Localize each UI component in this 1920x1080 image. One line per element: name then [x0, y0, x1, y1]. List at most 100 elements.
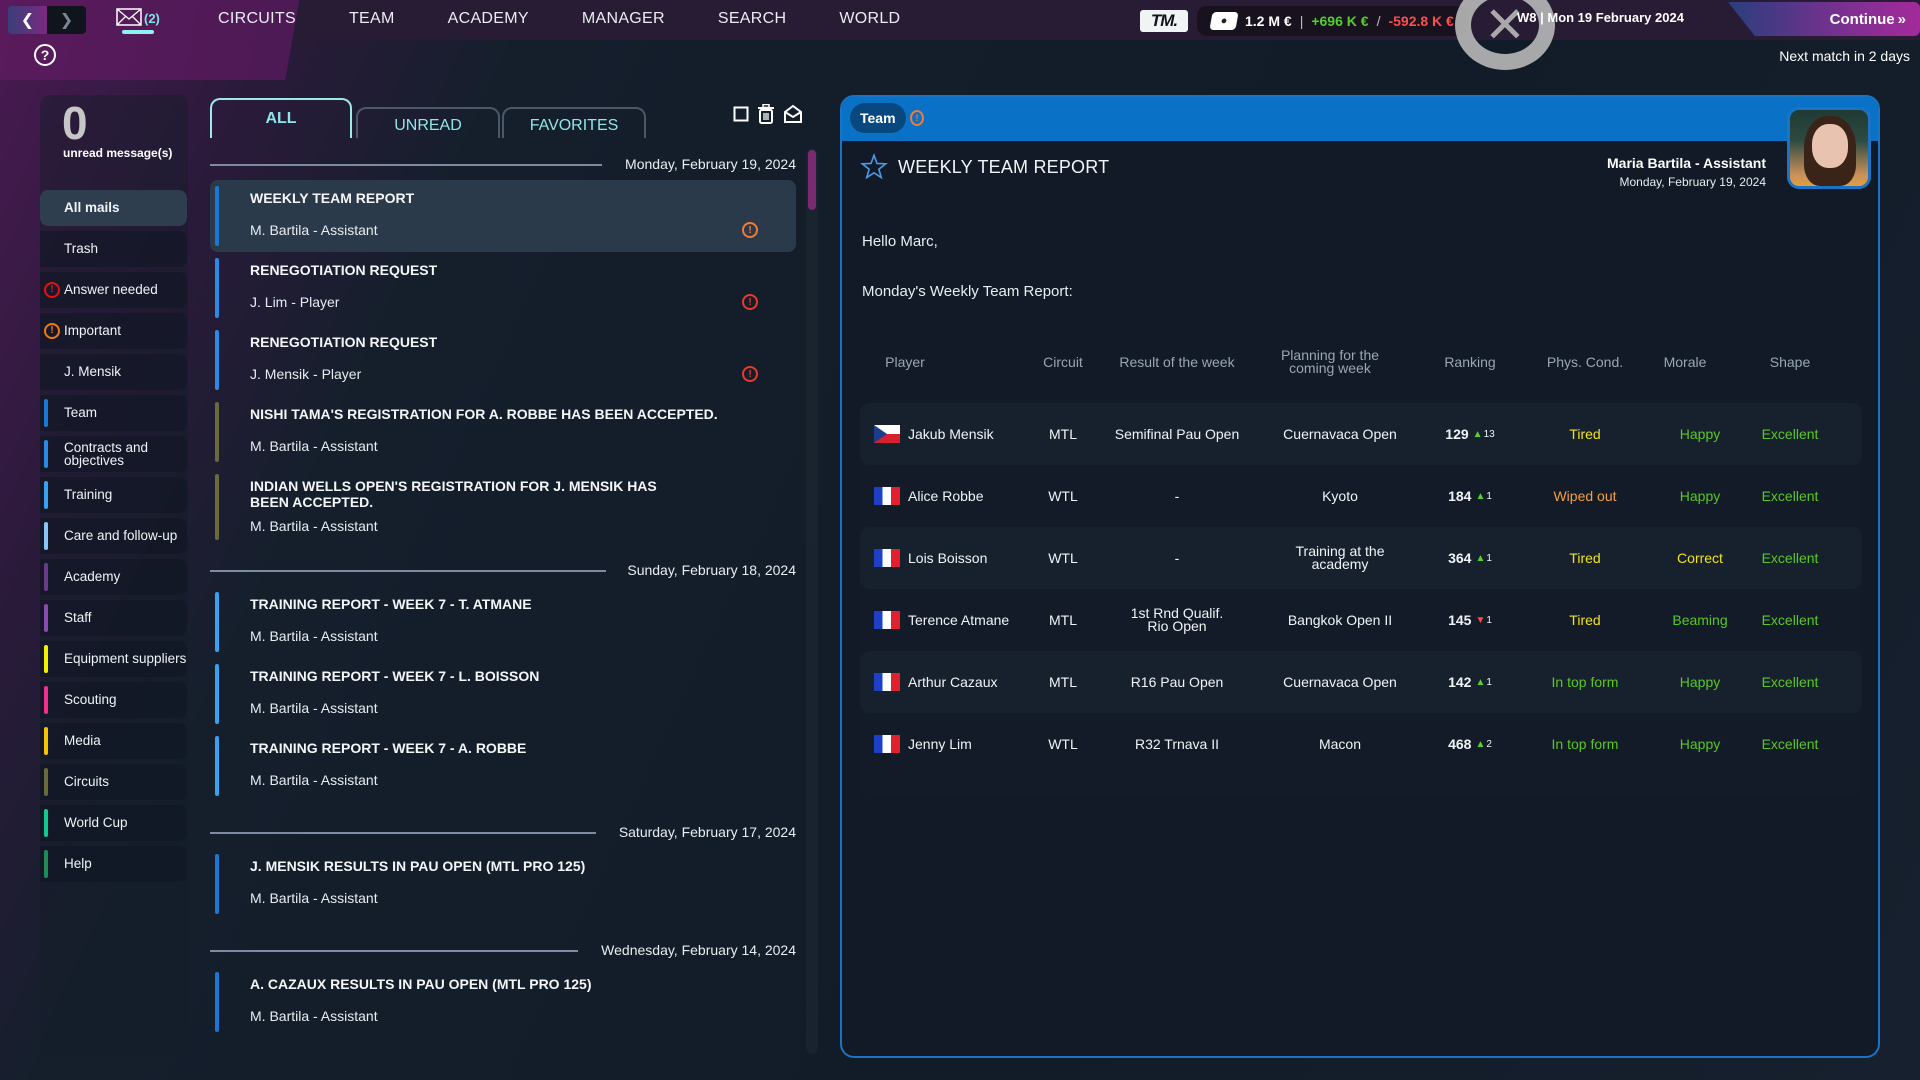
- mail-item[interactable]: TRAINING REPORT - WEEK 7 - T. ATMANE M. …: [210, 586, 820, 658]
- forward-button[interactable]: ❯: [47, 6, 86, 34]
- mail-indicator[interactable]: (2): [116, 8, 160, 26]
- mark-read-button[interactable]: [783, 104, 803, 124]
- ranking: 468: [1448, 735, 1472, 752]
- phys-cond: Tired: [1569, 549, 1601, 566]
- folder-media[interactable]: Media: [40, 723, 187, 759]
- table-body: Jakub Mensik MTL Semifinal Pau Open Cuer…: [860, 403, 1862, 795]
- table-row[interactable]: Arthur Cazaux MTL R16 Pau Open Cuernavac…: [860, 651, 1862, 713]
- favorite-star-icon[interactable]: [860, 153, 888, 181]
- folder-circuits[interactable]: Circuits: [40, 764, 187, 800]
- folder-trash[interactable]: Trash: [40, 231, 187, 267]
- folder-care[interactable]: Care and follow-up: [40, 518, 187, 554]
- mail-item[interactable]: J. MENSIK RESULTS IN PAU OPEN (MTL PRO 1…: [210, 848, 820, 920]
- mail-list-scrollbar-track[interactable]: [806, 148, 818, 1054]
- separator: |: [1299, 13, 1304, 29]
- circuit: MTL: [1049, 673, 1077, 690]
- folder-scouting[interactable]: Scouting: [40, 682, 187, 718]
- answer-needed-icon: !: [742, 366, 758, 382]
- nav-search[interactable]: SEARCH: [717, 10, 787, 27]
- history-nav: ❮ ❯: [8, 6, 86, 34]
- mail-item[interactable]: TRAINING REPORT - WEEK 7 - L. BOISSON M.…: [210, 658, 820, 730]
- folder-important[interactable]: ! Important: [40, 313, 187, 349]
- table-row[interactable]: Terence Atmane MTL 1st Rnd Qualif. Rio O…: [860, 589, 1862, 651]
- result: Semifinal Pau Open: [1114, 425, 1240, 442]
- col-ranking: Ranking: [1444, 353, 1496, 370]
- rank-up-icon: ▲: [1475, 738, 1486, 750]
- folder-help[interactable]: Help: [40, 846, 187, 882]
- alert-icon: !: [44, 282, 60, 298]
- col-player: Player: [885, 353, 925, 370]
- cash-icon: ●: [1209, 12, 1239, 30]
- folder-team[interactable]: Team: [40, 395, 187, 431]
- table-row[interactable]: Jenny Lim WTL R32 Trnava II Macon 468 ▲ 2 …: [860, 713, 1862, 775]
- table-row[interactable]: Lois Boisson WTL - Training at the acade…: [860, 527, 1862, 589]
- folder-label: Answer needed: [64, 282, 158, 298]
- phys-cond: Tired: [1569, 425, 1601, 442]
- shape: Excellent: [1761, 673, 1819, 690]
- nav-team[interactable]: TEAM: [348, 10, 395, 27]
- category-color: [215, 258, 219, 318]
- mail-item[interactable]: INDIAN WELLS OPEN'S REGISTRATION FOR J. …: [210, 468, 820, 546]
- category-color: [215, 736, 219, 796]
- folder-j-mensik[interactable]: J. Mensik: [40, 354, 187, 390]
- morale: Correct: [1677, 549, 1723, 566]
- important-icon: !: [910, 110, 924, 126]
- folder-academy[interactable]: Academy: [40, 559, 187, 595]
- nav-manager[interactable]: MANAGER: [581, 10, 665, 27]
- income: +696 K €: [1311, 13, 1369, 29]
- folder-contracts[interactable]: Contracts and objectives: [40, 436, 187, 472]
- folder-answer-needed[interactable]: ! Answer needed: [40, 272, 187, 308]
- folder-training[interactable]: Training: [40, 477, 187, 513]
- morale: Happy: [1679, 735, 1721, 752]
- player-name: Jakub Mensik: [908, 425, 994, 442]
- tab-all[interactable]: ALL: [210, 98, 352, 138]
- ranking: 184: [1448, 487, 1472, 504]
- folder-label: Help: [64, 856, 92, 872]
- continue-button[interactable]: Continue »: [1728, 2, 1920, 36]
- folder-equipment[interactable]: Equipment suppliers: [40, 641, 187, 677]
- mail-list-scrollbar-thumb[interactable]: [808, 150, 816, 210]
- folder-world-cup[interactable]: World Cup: [40, 805, 187, 841]
- mail-item[interactable]: NISHI TAMA'S REGISTRATION FOR A. ROBBE H…: [210, 396, 820, 468]
- nav-academy[interactable]: ACADEMY: [447, 10, 529, 27]
- rank-up-icon: ▲: [1475, 676, 1486, 688]
- folder-label: Scouting: [64, 692, 117, 708]
- category-color: [44, 563, 48, 591]
- folder-all-mails[interactable]: All mails: [40, 190, 187, 226]
- mail-item[interactable]: WEEKLY TEAM REPORT M. Bartila - Assistan…: [210, 180, 796, 252]
- back-button[interactable]: ❮: [8, 6, 47, 34]
- folder-label: Training: [64, 487, 113, 503]
- mail-item[interactable]: TRAINING REPORT - WEEK 7 - A. ROBBE M. B…: [210, 730, 820, 802]
- delete-button[interactable]: [757, 104, 775, 124]
- category-color: [44, 604, 48, 632]
- finance-summary[interactable]: ● 1.2 M € | +696 K € / -592.8 K €: [1197, 6, 1468, 36]
- folder-list: All mails Trash ! Answer needed ! Importan…: [40, 190, 187, 887]
- folder-staff[interactable]: Staff: [40, 600, 187, 636]
- category-color: [44, 481, 48, 509]
- help-icon[interactable]: ?: [34, 44, 56, 66]
- mail-item[interactable]: RENEGOTIATION REQUEST J. Mensik - Player…: [210, 324, 820, 396]
- tab-favorites[interactable]: FAVORITES: [502, 107, 646, 138]
- folder-label: Contracts and objectives: [64, 439, 149, 468]
- double-chevron-right-icon: »: [1897, 10, 1906, 28]
- folder-label: Trash: [64, 241, 99, 257]
- circuit: WTL: [1048, 487, 1078, 504]
- ranking: 364: [1448, 549, 1472, 566]
- nav-world[interactable]: WORLD: [839, 10, 901, 27]
- rank-change: 1: [1486, 490, 1492, 502]
- table-row[interactable]: Jakub Mensik MTL Semifinal Pau Open Cuer…: [860, 403, 1862, 465]
- nav-circuits[interactable]: CIRCUITS: [218, 10, 296, 27]
- rank-change: 1: [1486, 552, 1492, 564]
- mail-sender: M. Bartila - Assistant: [250, 890, 378, 906]
- tab-unread[interactable]: UNREAD: [356, 107, 500, 138]
- circuit: WTL: [1048, 549, 1078, 566]
- result: -: [1174, 487, 1180, 504]
- select-all-checkbox[interactable]: [733, 106, 749, 122]
- folder-label: Important: [64, 323, 122, 339]
- circuit: WTL: [1048, 735, 1078, 752]
- mail-item[interactable]: A. CAZAUX RESULTS IN PAU OPEN (MTL PRO 1…: [210, 966, 820, 1038]
- category-color: [44, 440, 48, 468]
- flag-france-icon: [874, 735, 900, 753]
- table-row[interactable]: Alice Robbe WTL - Kyoto 184 ▲ 1 Wiped out …: [860, 465, 1862, 527]
- mail-item[interactable]: RENEGOTIATION REQUEST J. Lim - Player !: [210, 252, 820, 324]
